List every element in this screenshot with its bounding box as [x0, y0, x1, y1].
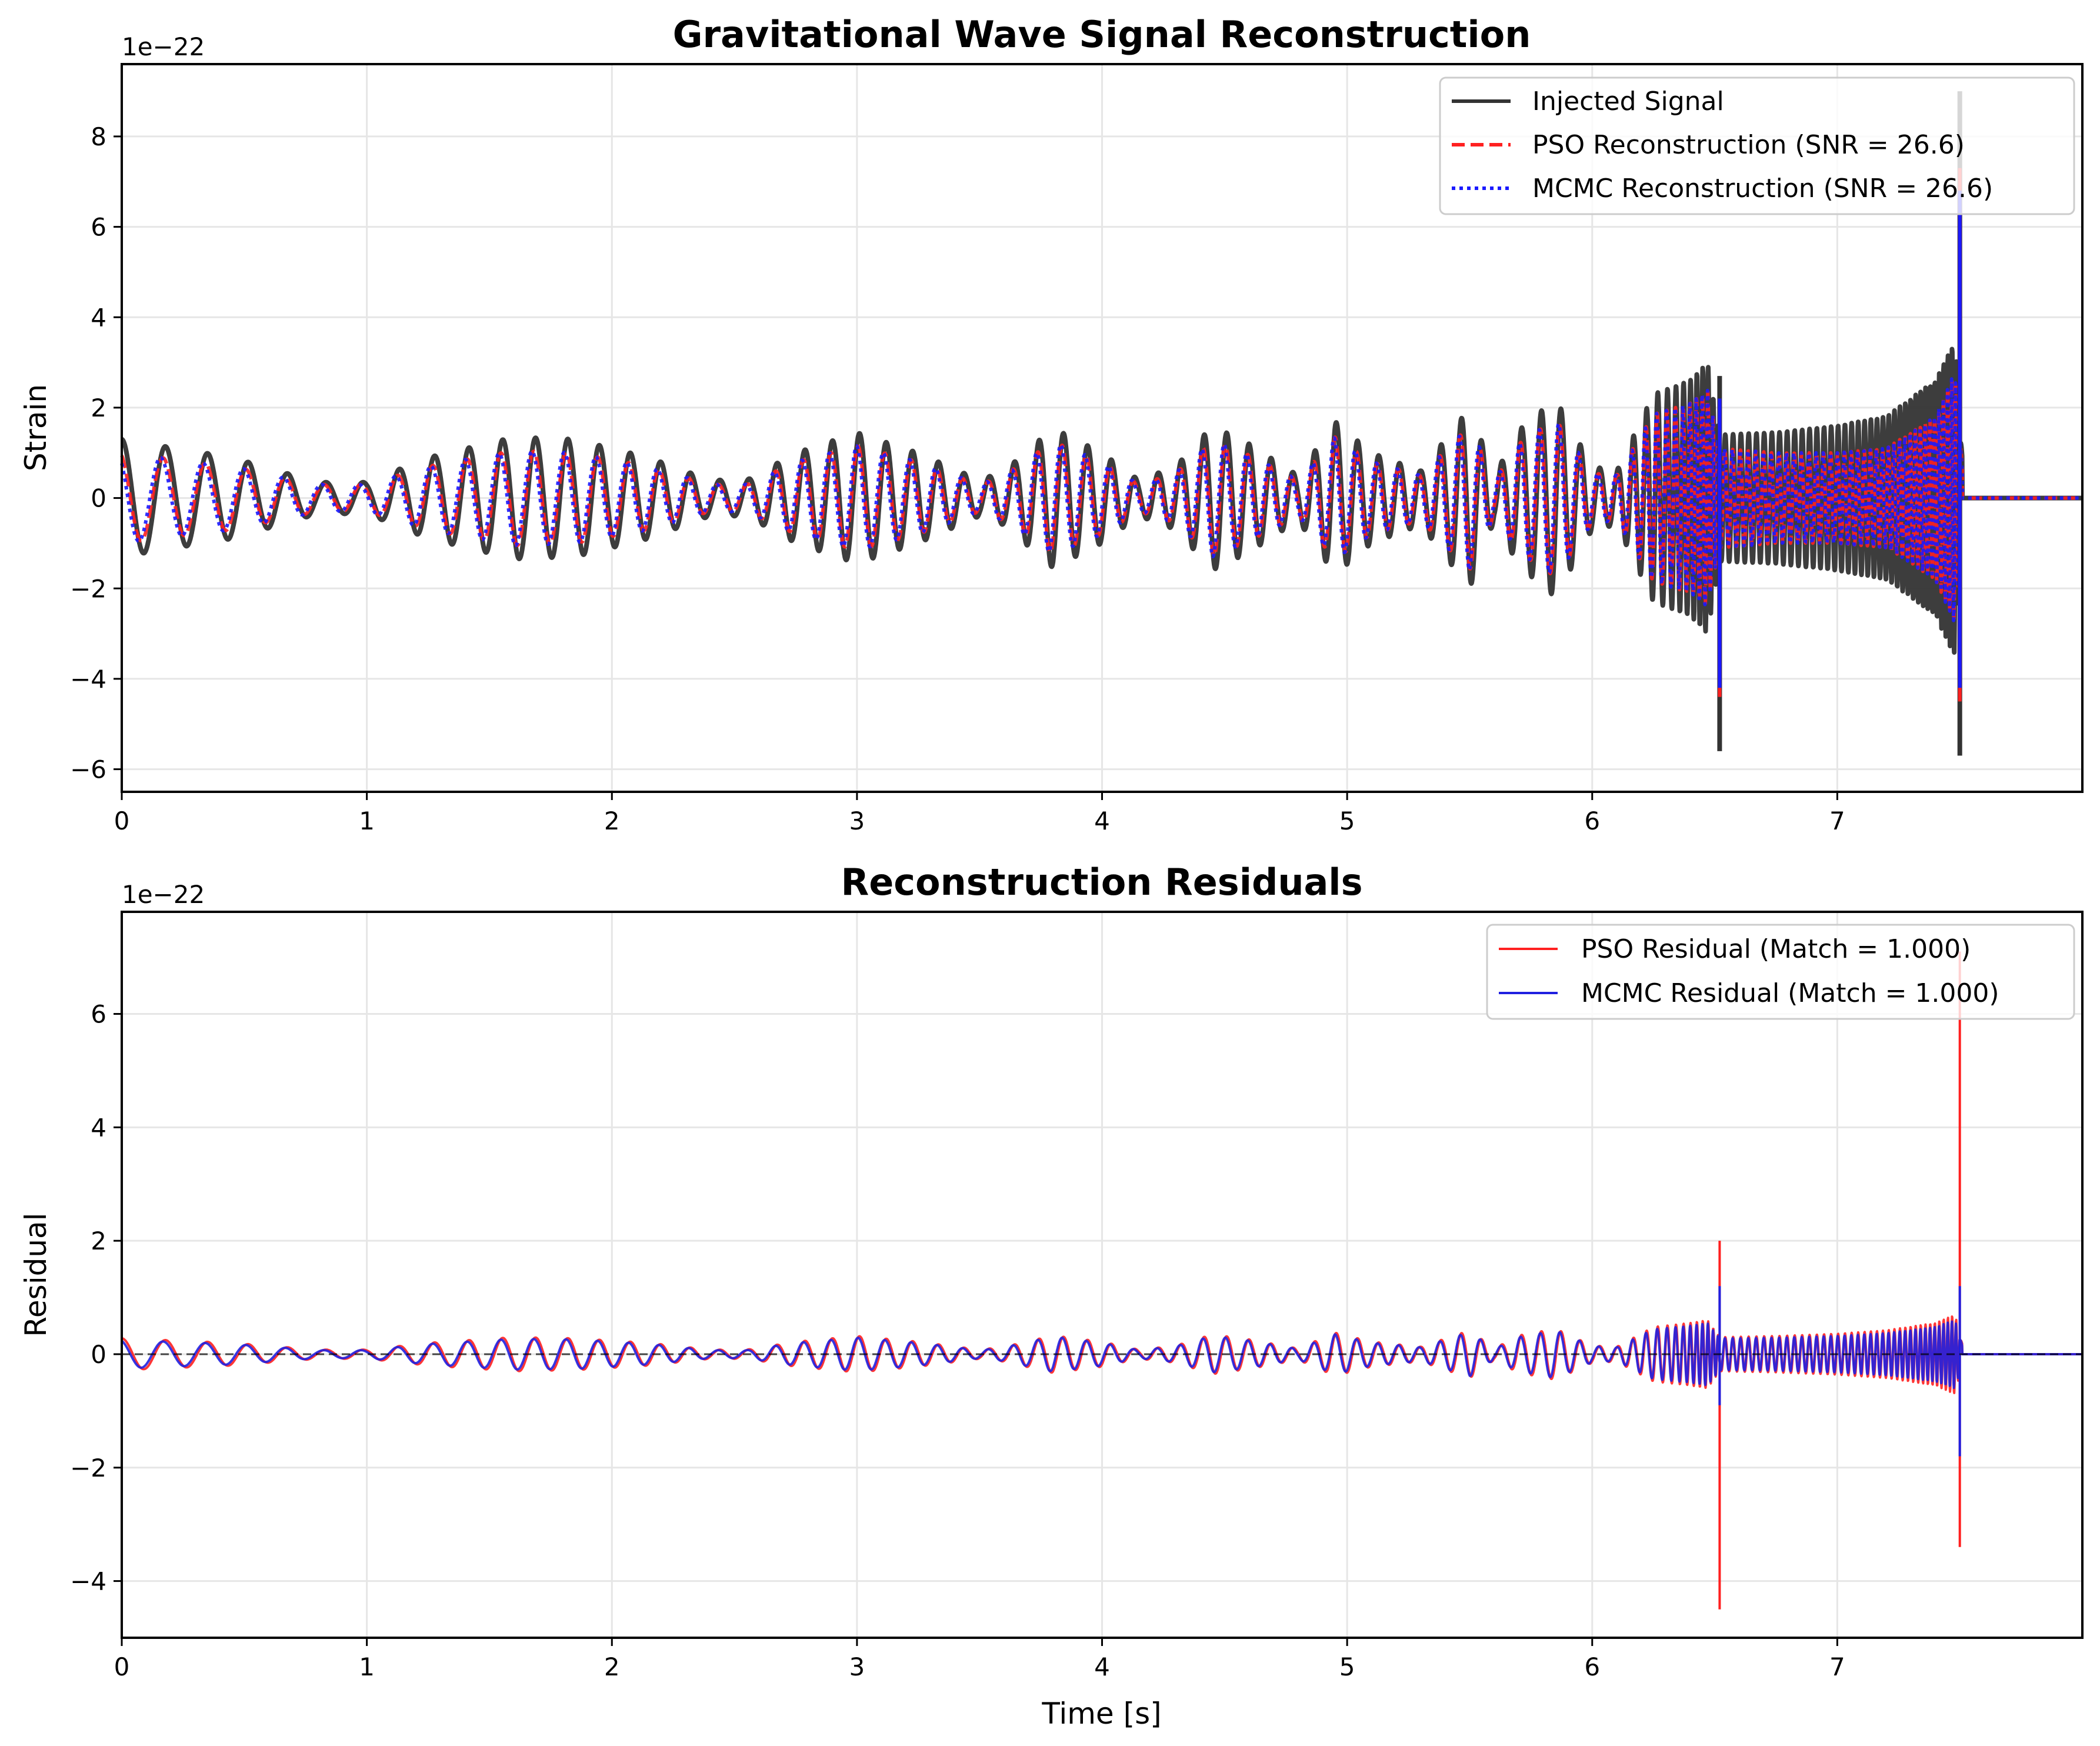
strain-x-ticks: 0 1 2 3 4 5 6 7: [114, 792, 1845, 835]
y-tick-label: −4: [70, 1567, 106, 1596]
x-tick-label: 5: [1339, 807, 1355, 835]
y-tick-label: −2: [70, 1454, 106, 1482]
x-tick-label: 1: [359, 1652, 375, 1681]
strain-series-lines: [119, 91, 2085, 756]
x-tick-label: 3: [849, 807, 865, 835]
y-tick-label: 6: [91, 1000, 106, 1029]
residual-y-axis-label: Residual: [19, 1212, 53, 1337]
y-tick-label: 0: [91, 1340, 106, 1369]
x-tick-label: 4: [1094, 807, 1110, 835]
strain-y-ticks: −6 −4 −2 0 2 4 6 8: [70, 122, 122, 784]
strain-panel: 0 1 2 3 4 5 6 7 −6 −4 −2 0 2 4 6 8 Gravitational Wave …: [19, 13, 2085, 835]
x-tick-label: 1: [359, 807, 375, 835]
legend-label-pso-reconstruction: PSO Reconstruction (SNR = 26.6): [1532, 130, 1965, 160]
strain-chart-title: Gravitational Wave Signal Reconstruction: [673, 13, 1531, 56]
y-tick-label: 2: [91, 394, 106, 422]
series-line-2: [120, 377, 2084, 622]
legend-label-pso-residual: PSO Residual (Match = 1.000): [1581, 934, 1971, 964]
x-tick-label: 3: [849, 1652, 865, 1681]
x-tick-label: 4: [1094, 1652, 1110, 1681]
x-tick-label: 7: [1829, 807, 1845, 835]
x-tick-label: 5: [1339, 1652, 1355, 1681]
y-tick-label: 4: [91, 303, 106, 332]
x-tick-label: 7: [1829, 1652, 1845, 1681]
series-line-1: [121, 1320, 2084, 1390]
residual-y-ticks: −4 −2 0 2 4 6: [70, 1000, 122, 1596]
residual-chart-title: Reconstruction Residuals: [841, 861, 1363, 904]
residual-x-ticks: 0 1 2 3 4 5 6 7: [114, 1638, 1845, 1681]
y-tick-label: 0: [91, 484, 106, 513]
x-tick-label: 0: [114, 1652, 130, 1681]
y-tick-label: −4: [70, 665, 106, 694]
residual-legend-box: [1486, 924, 2075, 1020]
x-tick-label: 2: [604, 1652, 620, 1681]
residual-panel: 0 1 2 3 4 5 6 7 −4 −2 0 2 4 6 Reconstruction Residua…: [19, 861, 2084, 1731]
y-tick-label: 2: [91, 1227, 106, 1255]
residual-legend: PSO Residual (Match = 1.000) MCMC Residu…: [1486, 924, 2075, 1020]
strain-grid: [121, 64, 2082, 792]
x-tick-label: 6: [1584, 1652, 1600, 1681]
residual-series-lines: [121, 951, 2084, 1610]
y-tick-label: 6: [91, 213, 106, 242]
y-tick-label: −6: [70, 755, 106, 784]
legend-label-injected-signal: Injected Signal: [1532, 86, 1724, 116]
strain-legend-box: [1439, 76, 2075, 215]
y-tick-label: 4: [91, 1113, 106, 1142]
x-tick-label: 6: [1584, 807, 1600, 835]
y-tick-label: −2: [70, 574, 106, 603]
strain-legend: Injected Signal PSO Reconstruction (SNR …: [1439, 76, 2075, 215]
strain-y-axis-label: Strain: [19, 384, 53, 471]
residual-offset-text: 1e−22: [122, 880, 205, 909]
x-axis-label: Time [s]: [1041, 1697, 1161, 1731]
y-tick-label: 8: [91, 122, 106, 151]
legend-label-mcmc-reconstruction: MCMC Reconstruction (SNR = 26.6): [1532, 174, 1993, 204]
x-tick-label: 2: [604, 807, 620, 835]
x-tick-label: 0: [114, 807, 130, 835]
residual-grid: [121, 912, 2082, 1638]
legend-label-mcmc-residual: MCMC Residual (Match = 1.000): [1581, 978, 1999, 1008]
strain-offset-text: 1e−22: [122, 32, 205, 61]
